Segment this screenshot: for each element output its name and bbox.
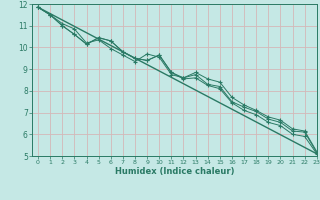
X-axis label: Humidex (Indice chaleur): Humidex (Indice chaleur) — [115, 167, 234, 176]
